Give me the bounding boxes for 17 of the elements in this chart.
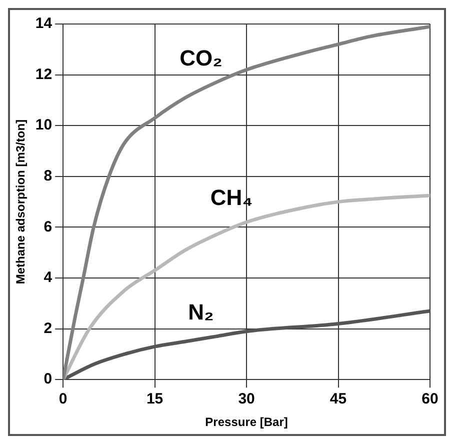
- x-axis-title: Pressure [Bar]: [205, 415, 288, 430]
- y-tick-label: 2: [44, 320, 52, 337]
- y-tick-label: 0: [44, 370, 52, 388]
- x-tick-label: 60: [422, 390, 438, 408]
- y-tick-label: 4: [44, 269, 53, 286]
- x-tick-label: 30: [238, 390, 255, 408]
- series-label: N₂: [188, 299, 214, 324]
- y-axis-title: Methane adsorption [m3/ton]: [14, 119, 28, 284]
- y-tick-label: 14: [35, 15, 53, 32]
- y-tick-label: 6: [44, 218, 52, 236]
- x-tick-label: 45: [330, 390, 347, 408]
- series-label: CO₂: [180, 45, 222, 70]
- y-tick-label: 10: [35, 116, 52, 134]
- y-tick-label: 8: [44, 168, 52, 185]
- x-tick-label: 15: [146, 390, 164, 408]
- x-tick-label: 0: [58, 390, 68, 408]
- y-tick-label: 12: [35, 66, 52, 83]
